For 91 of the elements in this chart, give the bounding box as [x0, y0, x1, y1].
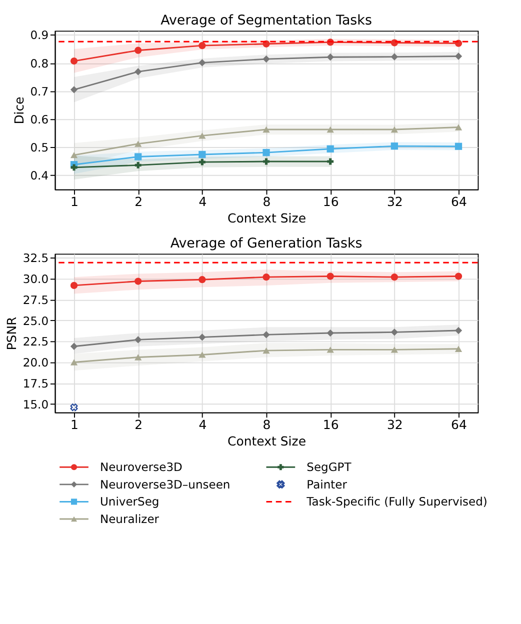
- legend-label: UniverSeg: [100, 494, 160, 509]
- point: [262, 148, 270, 156]
- y-tick-label: 17.5: [22, 376, 49, 390]
- point: [326, 54, 334, 61]
- point: [198, 150, 206, 158]
- point: [198, 334, 206, 341]
- point: [70, 86, 78, 94]
- point: [390, 142, 398, 150]
- y-tick-label: 0.9: [30, 28, 49, 42]
- point: [327, 158, 334, 165]
- y-tick-label: 30.0: [22, 272, 49, 286]
- point: [326, 346, 334, 353]
- point: [454, 142, 462, 150]
- y-tick-label: 0.7: [30, 84, 49, 98]
- y-tick-label: 20.0: [22, 356, 49, 370]
- point: [134, 162, 142, 168]
- point: [326, 272, 334, 280]
- point: [70, 152, 78, 158]
- point: [390, 346, 398, 353]
- x-tick-label: 64: [451, 417, 467, 432]
- y-tick-label: 0.5: [30, 140, 49, 155]
- y-tick-label: 25.0: [22, 314, 49, 328]
- point: [134, 354, 142, 360]
- point: [198, 42, 206, 50]
- point: [262, 55, 270, 63]
- y-tick-label: 15.0: [22, 397, 49, 412]
- point: [390, 328, 398, 336]
- x-tick-label: 32: [386, 194, 403, 210]
- chart-title: Average of Generation Tasks: [170, 236, 362, 252]
- y-tick-label: 0.8: [30, 56, 49, 70]
- legend-label: Painter: [306, 477, 348, 492]
- x-tick-label: 1: [70, 194, 78, 210]
- x-tick-label: 4: [198, 194, 207, 210]
- legend-label: Neuroverse3D: [100, 460, 183, 474]
- point: [198, 158, 206, 166]
- x-tick-label: 8: [262, 417, 271, 432]
- point: [454, 346, 462, 352]
- x-tick-label: 32: [386, 417, 403, 432]
- legend-label: Neuroverse3D–unseen: [100, 477, 230, 492]
- y-tick-label: 0.4: [30, 168, 49, 183]
- x-tick-label: 4: [198, 417, 207, 432]
- point: [134, 68, 142, 76]
- legend-label: Task-Specific (Fully Supervised): [306, 494, 488, 509]
- y-tick-label: 0.6: [30, 112, 49, 126]
- y-axis-title: Dice: [11, 96, 26, 124]
- point: [70, 57, 78, 65]
- point: [262, 126, 270, 133]
- y-tick-label: 27.5: [22, 292, 49, 307]
- point: [390, 53, 398, 60]
- point: [326, 329, 334, 337]
- point: [198, 132, 206, 139]
- legend-label: Neuralizer: [100, 512, 160, 526]
- point: [454, 52, 462, 60]
- x-tick-label: 1: [70, 417, 78, 432]
- point: [70, 404, 78, 412]
- x-axis-title: Context Size: [227, 433, 306, 448]
- legend-label: SegGPT: [306, 460, 352, 474]
- y-tick-label: 32.5: [22, 251, 49, 266]
- point: [198, 276, 206, 284]
- x-tick-label: 2: [134, 194, 143, 210]
- point: [263, 158, 270, 165]
- point: [134, 336, 142, 344]
- x-tick-label: 16: [322, 194, 339, 210]
- point: [454, 272, 462, 280]
- point: [134, 140, 142, 147]
- x-tick-label: 64: [451, 194, 467, 210]
- point: [70, 164, 78, 171]
- point: [134, 153, 142, 160]
- point: [198, 59, 206, 66]
- point: [326, 145, 334, 152]
- x-axis-title: Context Size: [227, 210, 306, 226]
- y-axis-title: PSNR: [4, 316, 20, 350]
- point: [262, 347, 270, 354]
- chart-title: Average of Segmentation Tasks: [160, 13, 372, 28]
- x-tick-label: 8: [262, 194, 271, 210]
- point: [134, 46, 142, 54]
- point: [390, 126, 398, 133]
- point: [70, 359, 78, 366]
- point: [326, 126, 334, 133]
- point: [262, 331, 270, 338]
- point: [454, 326, 462, 334]
- y-tick-label: 22.5: [22, 334, 49, 349]
- point: [134, 278, 142, 285]
- x-tick-label: 2: [134, 417, 143, 432]
- point: [390, 274, 398, 281]
- point: [454, 124, 462, 130]
- point: [198, 352, 206, 358]
- point: [262, 274, 270, 281]
- point: [70, 342, 78, 350]
- x-tick-label: 16: [322, 417, 339, 432]
- point: [70, 282, 78, 289]
